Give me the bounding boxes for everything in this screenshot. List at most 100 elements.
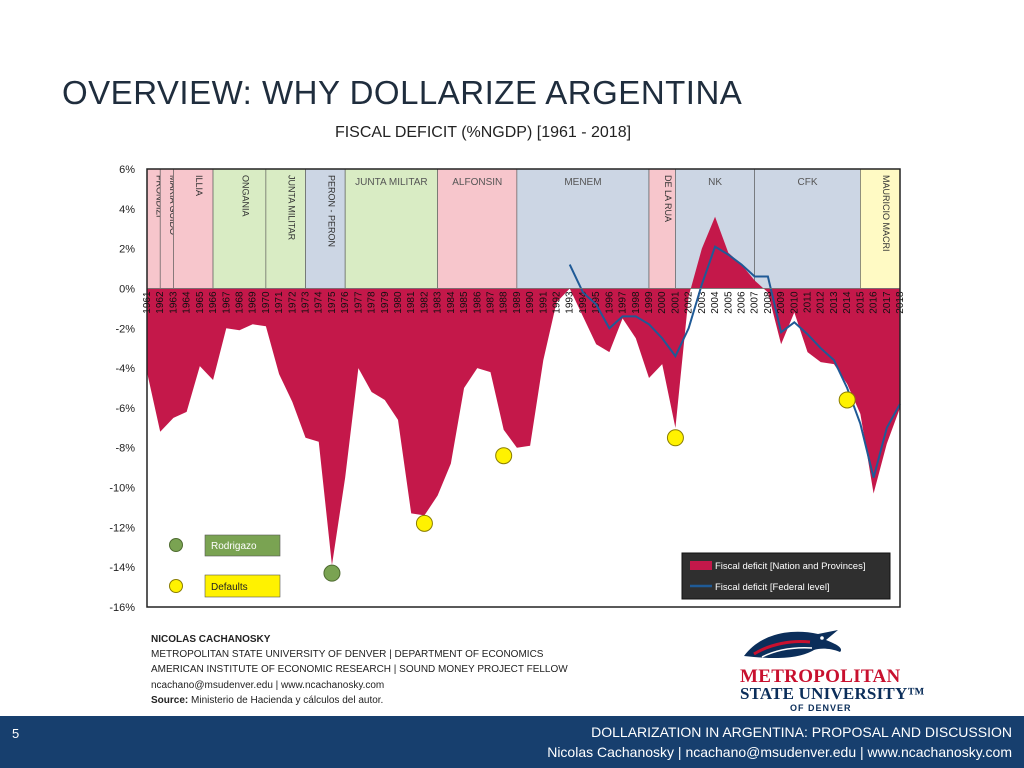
default-marker	[495, 447, 513, 465]
author-affiliation-1: METROPOLITAN STATE UNIVERSITY OF DENVER …	[151, 649, 544, 661]
x-tick-label: 1983	[433, 291, 444, 314]
author-name: NICOLAS CACHANOSKY	[151, 634, 271, 645]
x-tick-label: 2014	[842, 291, 853, 314]
slide-title: OVERVIEW: WHY DOLLARIZE ARGENTINA	[62, 74, 743, 111]
x-tick-label: 2003	[697, 291, 708, 314]
period-label: CFK	[798, 177, 818, 188]
x-tick-label: 2002	[684, 291, 695, 314]
x-tick-label: 2012	[816, 291, 827, 314]
period-band	[265, 168, 306, 289]
legend-label-area: Fiscal deficit [Nation and Provinces]	[715, 561, 865, 572]
x-tick-label: 2007	[750, 291, 761, 314]
period-label: MAURICIO MACRI	[881, 175, 891, 252]
x-tick-label: 1995	[591, 291, 602, 314]
y-tick-label: -12%	[109, 522, 135, 534]
y-tick-label: -8%	[115, 443, 135, 455]
x-tick-label: 1997	[618, 291, 629, 314]
y-tick-label: -2%	[115, 323, 135, 335]
x-tick-label: 1978	[367, 291, 378, 314]
footer-bar: 5 DOLLARIZATION IN ARGENTINA: PROPOSAL A…	[0, 716, 1024, 768]
period-label: PERON - PERON	[326, 175, 336, 247]
period-label: ILLIA	[194, 175, 204, 196]
y-tick-label: -10%	[109, 483, 135, 495]
x-tick-label: 1999	[644, 291, 655, 314]
x-tick-label: 1992	[552, 291, 563, 314]
rodrigazo-marker	[323, 564, 341, 582]
x-tick-label: 2008	[763, 291, 774, 314]
period-label: MENEM	[564, 177, 601, 188]
x-tick-label: 1981	[406, 291, 417, 314]
source-text: Ministerio de Hacienda y cálculos del au…	[191, 694, 384, 706]
x-tick-label: 1979	[380, 291, 391, 314]
x-tick-label: 1985	[459, 291, 470, 314]
key-defaults-box	[204, 574, 281, 598]
fiscal-deficit-chart: FRONDIZI MARIA GUIDO ILLIA ONGANIA JUNTA MIL…	[109, 164, 906, 614]
key-defaults-dot	[169, 579, 183, 593]
x-tick-label: 2015	[855, 291, 866, 314]
x-tick-label: 1968	[234, 291, 245, 314]
period-band	[173, 168, 214, 289]
period-band	[754, 168, 861, 289]
period-band	[212, 168, 267, 289]
x-tick-label: 1962	[155, 291, 166, 314]
x-tick-label: 2006	[736, 291, 747, 314]
key-defaults-label: Defaults	[211, 582, 248, 593]
legend-label-line: Fiscal deficit [Federal level]	[715, 582, 830, 593]
x-tick-label: 1998	[631, 291, 642, 314]
x-tick-label: 1973	[301, 291, 312, 314]
default-marker	[838, 391, 856, 409]
period-label: NK	[708, 177, 722, 188]
x-tick-label: 2017	[882, 291, 893, 314]
x-tick-label: 1971	[274, 291, 285, 314]
y-tick-label: -4%	[115, 363, 135, 375]
footer-title: DOLLARIZATION IN ARGENTINA: PROPOSAL AND…	[591, 724, 1012, 740]
period-band	[860, 168, 901, 289]
period-label: ALFONSIN	[452, 177, 502, 188]
period-label: ONGANIA	[240, 175, 250, 217]
x-tick-label: 1964	[182, 291, 193, 314]
period-label: MARIA GUIDO	[168, 175, 178, 235]
x-tick-label: 1982	[419, 291, 430, 314]
legend-box	[681, 552, 891, 600]
author-affiliation-2: AMERICAN INSTITUTE OF ECONOMIC RESEARCH …	[151, 664, 568, 676]
logo-line-1: METROPOLITAN	[740, 666, 901, 687]
author-block: NICOLAS CACHANOSKY METROPOLITAN STATE UN…	[151, 632, 568, 708]
x-tick-label: 1972	[287, 291, 298, 314]
x-tick-label: 2016	[869, 291, 880, 314]
x-tick-label: 1986	[472, 291, 483, 314]
chart-title: FISCAL DEFICIT (%NGDP) [1961 - 2018]	[334, 124, 632, 141]
x-tick-label: 1987	[485, 291, 496, 314]
series-line-federal	[568, 245, 901, 478]
y-tick-label: 0%	[119, 283, 135, 295]
logo-line-3: OF DENVER	[790, 703, 852, 713]
x-tick-label: 1990	[525, 291, 536, 314]
period-label: JUNTA MILITAR	[287, 175, 297, 241]
y-tick-label: 4%	[119, 204, 135, 216]
key-rodrigazo-dot	[169, 538, 183, 552]
x-tick-label: 2001	[670, 291, 681, 314]
x-tick-label: 2005	[723, 291, 734, 314]
legend-swatch-area	[690, 561, 712, 570]
period-band	[648, 168, 676, 289]
y-tick-label: -14%	[109, 562, 135, 574]
x-tick-label: 1969	[248, 291, 259, 314]
x-tick-label: 2011	[803, 291, 814, 313]
author-source: Source: Ministerio de Hacienda y cálculo…	[151, 693, 568, 708]
x-tick-label: 1988	[499, 291, 510, 314]
x-tick-label: 1966	[208, 291, 219, 314]
x-tick-label: 1993	[565, 291, 576, 314]
period-label: JUNTA MILITAR	[355, 177, 427, 188]
default-marker	[666, 429, 684, 447]
x-tick-label: 1989	[512, 291, 523, 314]
slide-number: 5	[12, 726, 20, 741]
series-area-nation-provinces	[147, 216, 900, 566]
x-tick-label: 1976	[340, 291, 351, 314]
key-rodrigazo-box	[204, 534, 281, 557]
x-tick-label: 2010	[789, 291, 800, 314]
x-tick-label: 2004	[710, 291, 721, 314]
x-tick-label: 1991	[538, 291, 549, 314]
period-label: FRONDIZI	[155, 175, 165, 218]
y-tick-label: -6%	[115, 403, 135, 415]
footer-contact: Nicolas Cachanosky | ncachano@msudenver.…	[547, 744, 1012, 760]
x-tick-label: 1975	[327, 291, 338, 314]
